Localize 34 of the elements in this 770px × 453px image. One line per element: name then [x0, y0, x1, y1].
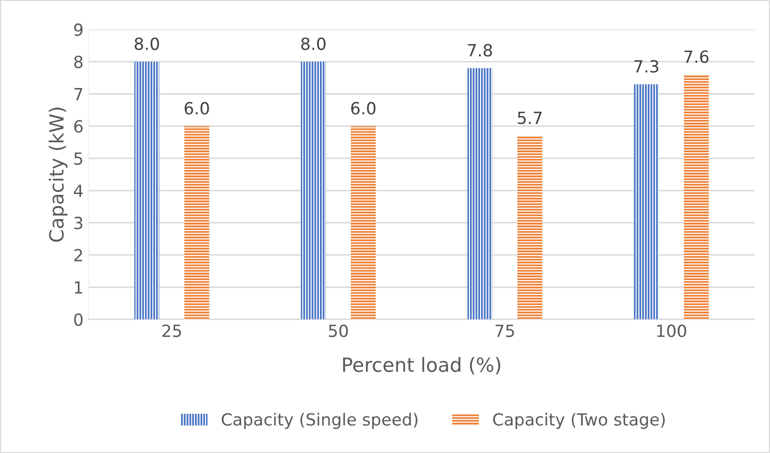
y-tick-label: 9 — [74, 23, 83, 36]
data-label: 8.0 — [301, 37, 326, 50]
data-label: 8.0 — [134, 37, 159, 50]
data-label: 6.0 — [351, 102, 376, 115]
legend-label: Capacity (Two stage) — [493, 412, 665, 429]
bar — [300, 62, 326, 320]
data-label: 6.0 — [184, 102, 209, 115]
bar — [684, 74, 709, 320]
data-label: 7.3 — [634, 60, 658, 73]
bar — [134, 62, 160, 320]
bar — [184, 126, 210, 320]
data-label: 5.7 — [518, 112, 542, 124]
y-tick-label: 3 — [74, 216, 82, 230]
bar — [634, 84, 659, 320]
x-tick-label: 100 — [657, 324, 686, 338]
data-label: 7.6 — [684, 50, 709, 63]
data-label: 7.8 — [468, 44, 492, 57]
y-tick-label: 4 — [74, 184, 83, 197]
legend-label: Capacity (Single speed) — [222, 412, 418, 429]
y-tick-label: 1 — [74, 281, 82, 294]
bar — [467, 68, 492, 320]
y-tick-label: 0 — [74, 313, 83, 326]
y-tick-label: 8 — [74, 56, 83, 68]
y-tick-label: 6 — [74, 120, 83, 133]
x-tick-label: 25 — [162, 324, 181, 338]
x-tick-label: 50 — [329, 324, 348, 338]
y-axis-title: Capacity (kW) — [48, 108, 68, 242]
y-tick-label: 2 — [74, 248, 82, 262]
bar — [350, 126, 376, 320]
x-tick-label: 75 — [496, 324, 514, 338]
y-tick-label: 7 — [74, 88, 82, 100]
x-axis-title: Percent load (%) — [343, 357, 500, 374]
y-tick-label: 5 — [74, 152, 82, 165]
bar — [517, 136, 542, 320]
